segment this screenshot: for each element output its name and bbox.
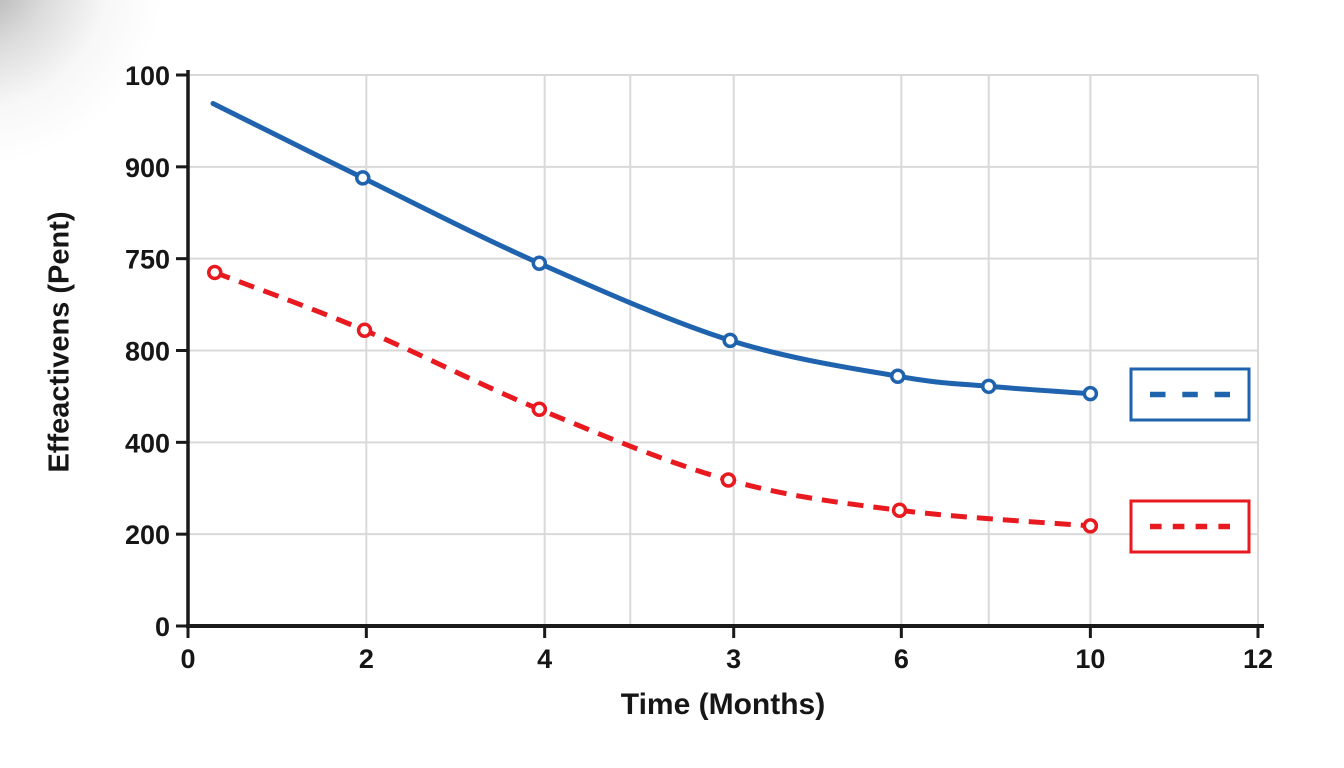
y-axis-title: Effeactivens (Pent) <box>43 211 76 473</box>
x-tick-label: 0 <box>180 644 195 674</box>
x-axis-title: Time (Months) <box>620 688 826 721</box>
data-point-marker-red-dashed <box>207 264 223 281</box>
data-point-marker-blue-solid <box>355 170 371 186</box>
data-point-marker-red-dashed <box>356 322 373 339</box>
data-point-marker-blue-solid <box>1082 385 1099 402</box>
x-tick-label: 6 <box>894 644 909 674</box>
data-point-marker-red-dashed <box>531 401 548 418</box>
x-tick-label: 4 <box>537 644 552 674</box>
y-tick-label: 800 <box>125 337 170 367</box>
data-point-marker-blue-solid <box>531 255 548 272</box>
data-point-marker-blue-solid <box>722 332 738 349</box>
legend-box <box>1129 499 1251 554</box>
data-point-marker-red-dashed <box>891 502 908 519</box>
y-tick-label: 100 <box>125 61 170 91</box>
y-tick-label: 900 <box>125 153 170 183</box>
data-point-marker-red-dashed <box>720 472 737 488</box>
data-point-marker-blue-solid <box>980 378 997 395</box>
y-tick-label: 400 <box>125 428 170 458</box>
y-tick-label: 0 <box>155 612 170 642</box>
x-tick-label: 3 <box>726 644 741 674</box>
x-tick-label: 12 <box>1243 644 1273 674</box>
y-tick-label: 750 <box>125 245 170 275</box>
data-point-marker-blue-solid <box>890 368 906 384</box>
data-point-marker-red-dashed <box>1082 518 1099 534</box>
y-tick-label: 200 <box>125 520 170 550</box>
x-tick-label: 10 <box>1075 644 1105 674</box>
x-tick-label: 2 <box>359 644 374 674</box>
